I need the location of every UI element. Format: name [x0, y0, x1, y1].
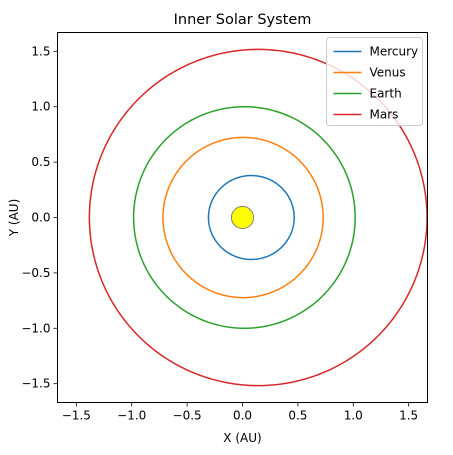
legend-label-venus: Venus	[370, 66, 406, 80]
x-tick-label: −0.5	[173, 409, 202, 423]
axis-ticks: −1.5 −1.0 −0.5 0.0 0.5 1.0 1.5 −1.5 −1.0 −0.5 0.0 0…	[21, 44, 418, 422]
legend-label-earth: Earth	[370, 87, 402, 101]
legend: Mercury Venus Earth Mars	[326, 37, 423, 126]
sun-marker	[230, 205, 255, 230]
y-tick-label: 0.0	[31, 211, 50, 225]
y-axis-label: Y (AU)	[7, 199, 21, 238]
x-tick-label: 0.5	[288, 409, 307, 423]
x-tick-label: 0.0	[233, 409, 252, 423]
x-tick-label: −1.0	[117, 409, 146, 423]
x-tick-label: 1.0	[344, 409, 363, 423]
chart-title: Inner Solar System	[174, 12, 312, 28]
legend-label-mars: Mars	[370, 108, 399, 122]
y-tick-label: 1.5	[31, 44, 50, 58]
x-tick-label: −1.5	[62, 409, 91, 423]
y-tick-label: 0.5	[31, 155, 50, 169]
y-tick-label: −1.0	[21, 321, 50, 335]
legend-label-mercury: Mercury	[370, 45, 419, 59]
y-tick-label: −0.5	[21, 266, 50, 280]
legend-box	[326, 37, 423, 126]
x-tick-label: 1.5	[399, 409, 418, 423]
y-tick-label: −1.5	[21, 377, 50, 391]
orbit-line-mercury	[207, 174, 295, 261]
x-axis-label: X (AU)	[223, 431, 261, 445]
orbit-line-venus	[162, 136, 324, 299]
orbit-line-earth	[132, 105, 356, 330]
y-tick-label: 1.0	[31, 100, 50, 114]
